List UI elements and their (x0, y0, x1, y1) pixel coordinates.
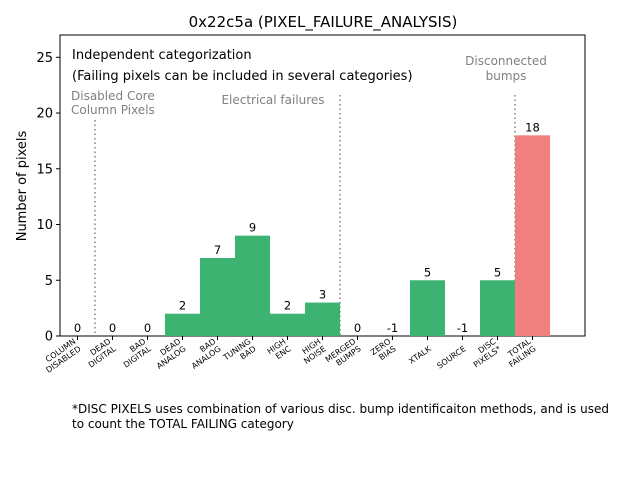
bar (410, 280, 445, 336)
bar (515, 135, 550, 336)
bar (235, 235, 270, 336)
bar (305, 302, 340, 336)
chart-title: 0x22c5a (PIXEL_FAILURE_ANALYSIS) (189, 13, 458, 32)
annotation-heading-line1: Independent categorization (72, 48, 252, 63)
y-tick-label: 20 (36, 107, 53, 122)
y-tick-label: 15 (36, 162, 53, 177)
value-label: 18 (525, 120, 540, 134)
annotation-heading-line2: (Failing pixels can be included in sever… (72, 69, 413, 84)
annotation-disabled-core-line1: Disabled Core (71, 89, 155, 103)
annotation-disconnected-line1: Disconnected (465, 54, 547, 68)
value-label: -1 (387, 321, 398, 335)
value-label: 0 (109, 321, 116, 335)
y-axis-label: Number of pixels (15, 130, 30, 241)
bar (165, 313, 200, 336)
y-axis-ticks: 0 5 10 15 20 25 (36, 51, 60, 345)
value-label: -1 (457, 321, 468, 335)
annotation-disabled-core-line2: Column Pixels (71, 103, 155, 117)
value-label: 0 (354, 321, 361, 335)
y-tick-label: 0 (45, 330, 53, 345)
value-label: 9 (249, 221, 256, 235)
annotation-disconnected-line2: bumps (486, 69, 527, 83)
x-tick-label-line: SOURCE (435, 344, 467, 370)
value-label: 5 (494, 265, 501, 279)
y-tick-label: 5 (45, 274, 53, 289)
category-separators (94, 95, 516, 336)
value-label: 7 (214, 243, 221, 257)
value-labels: 0 0 0 2 7 9 2 3 0 -1 5 -1 5 18 (74, 120, 540, 335)
value-label: 2 (179, 299, 186, 313)
bar (270, 313, 305, 336)
value-label: 2 (284, 299, 291, 313)
x-tick-label-line: XTALK (407, 344, 433, 366)
footnote-line2: to count the TOTAL FAILING category (72, 417, 294, 431)
annotation-electrical: Electrical failures (221, 93, 324, 107)
x-tick-label: SOURCE (435, 344, 467, 370)
y-tick-label: 10 (36, 218, 53, 233)
bar (480, 280, 515, 336)
value-label: 0 (144, 321, 151, 335)
x-tick-label: XTALK (407, 344, 433, 366)
bar (200, 257, 235, 336)
footnote: *DISC PIXELS uses combination of various… (72, 402, 637, 432)
y-tick-label: 25 (36, 51, 53, 66)
value-label: 5 (424, 265, 431, 279)
value-label: 0 (74, 321, 81, 335)
value-label: 3 (319, 288, 326, 302)
footnote-line1: *DISC PIXELS uses combination of various… (72, 402, 609, 416)
bar-series (165, 135, 550, 336)
